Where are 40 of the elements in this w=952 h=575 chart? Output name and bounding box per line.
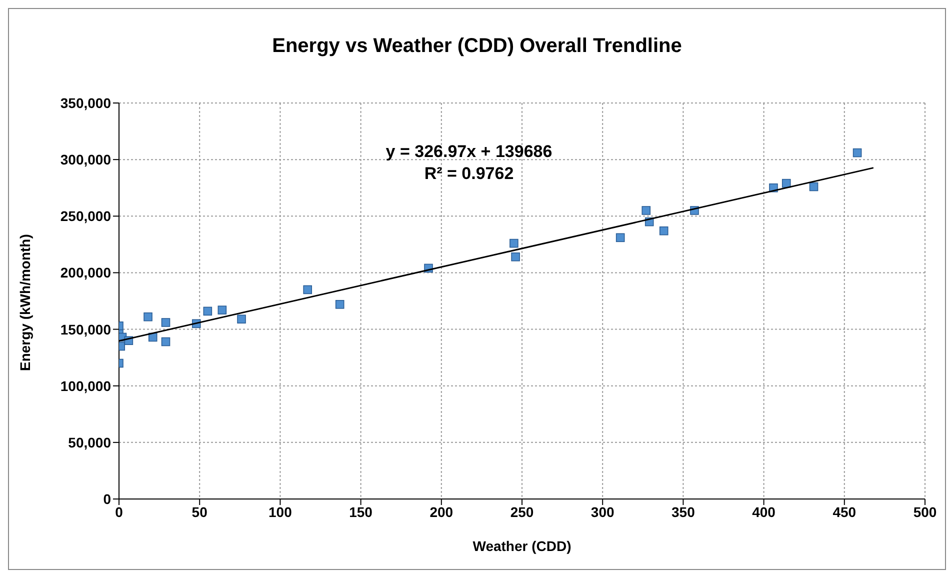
point — [237, 314, 246, 324]
point — [510, 238, 518, 248]
x-tick-label: 0 — [115, 504, 124, 520]
chart-title: Energy vs Weather (CDD) Overall Trendline — [271, 35, 683, 58]
x-tick-label: 250 — [510, 504, 534, 520]
x-tick-label: 100 — [268, 504, 292, 520]
y-tick-label: 350,000 — [60, 94, 112, 111]
point — [782, 178, 791, 188]
x-tick-label: 350 — [672, 504, 696, 520]
y-axis-title: Energy (kWh/month) — [16, 234, 33, 371]
point — [659, 226, 668, 236]
y-tick-label: 300,000 — [60, 152, 112, 168]
x-tick-label: 500 — [913, 504, 937, 520]
x-tick-label: 450 — [832, 504, 856, 520]
x-axis-title: Weather (CDD) — [472, 538, 572, 554]
point — [809, 182, 818, 192]
point — [161, 318, 170, 327]
x-tick-label: 200 — [430, 504, 454, 520]
point — [161, 337, 170, 346]
annotation: y = 326.97x + 139686 — [384, 141, 554, 163]
x-tick-label: 400 — [752, 504, 776, 520]
x-tick-label: 150 — [349, 504, 373, 520]
point — [203, 306, 212, 316]
y-tick-label: 250,000 — [60, 208, 112, 224]
annotation: R² = 0.9762 — [423, 163, 515, 185]
y-tick-label: 200,000 — [60, 264, 112, 281]
point — [852, 148, 862, 158]
point — [144, 312, 152, 322]
y-tick-label: 50,000 — [68, 434, 112, 450]
point — [335, 300, 344, 309]
point — [511, 252, 520, 262]
x-tick-label: 50 — [192, 504, 208, 520]
point — [616, 233, 625, 242]
point — [303, 285, 312, 294]
x-tick-label: 300 — [590, 504, 614, 520]
y-tick-label: 0 — [103, 490, 112, 507]
y-tick-label: 100,000 — [60, 378, 112, 394]
point — [642, 206, 651, 215]
y-tick-label: 150,000 — [60, 321, 112, 338]
point — [218, 306, 227, 314]
